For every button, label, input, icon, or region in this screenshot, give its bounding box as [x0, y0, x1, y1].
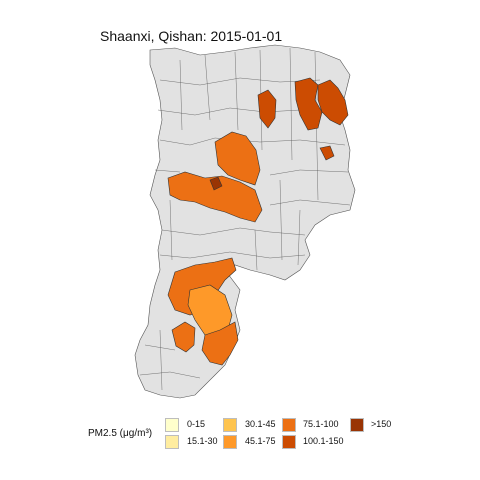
region-s-1: [167, 257, 237, 316]
region-ne-3: [257, 89, 277, 129]
region-ne-4: [319, 145, 335, 161]
region-s-3: [201, 321, 239, 366]
region-ne-2: [317, 79, 349, 126]
region-c-2: [167, 171, 263, 223]
region-c-1: [214, 131, 261, 186]
region-ne-1: [294, 77, 323, 131]
region-s-4: [171, 321, 196, 353]
region-c-3: [209, 176, 223, 191]
pm25-region-north-east: [257, 77, 349, 161]
pm25-region-south: [167, 257, 239, 366]
pm25-region-central: [167, 131, 263, 223]
map-title: Shaanxi, Qishan: 2015-01-01: [100, 28, 283, 44]
